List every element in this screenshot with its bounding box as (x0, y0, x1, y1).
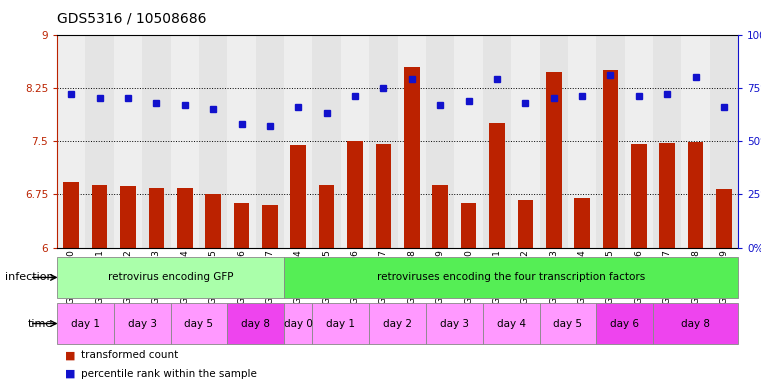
Bar (319, 185, 335, 248)
Text: day 6: day 6 (610, 318, 639, 329)
Text: day 0: day 0 (284, 318, 313, 329)
Text: day 8: day 8 (681, 318, 710, 329)
Text: transformed count: transformed count (81, 350, 179, 360)
Bar (291, 146, 306, 248)
Text: day 5: day 5 (553, 318, 582, 329)
Bar (426, 303, 482, 344)
Bar (710, 35, 738, 248)
Bar (568, 35, 597, 248)
Bar (376, 144, 391, 248)
Text: day 2: day 2 (383, 318, 412, 329)
Bar (482, 35, 511, 248)
Text: ■: ■ (65, 369, 75, 379)
Bar (631, 144, 647, 248)
Bar (716, 189, 732, 248)
Bar (369, 303, 426, 344)
Bar (625, 35, 653, 248)
Text: day 8: day 8 (241, 318, 270, 329)
Text: retrovirus encoding GFP: retrovirus encoding GFP (108, 272, 234, 283)
Bar (369, 35, 397, 248)
Text: day 1: day 1 (71, 318, 100, 329)
Bar (284, 303, 313, 344)
Bar (170, 303, 228, 344)
Text: infection: infection (5, 272, 53, 283)
Bar (460, 203, 476, 248)
Bar (228, 303, 284, 344)
Bar (114, 35, 142, 248)
Text: time: time (28, 318, 53, 329)
Bar (653, 35, 681, 248)
Bar (148, 188, 164, 248)
Bar (284, 257, 738, 298)
Bar (284, 35, 313, 248)
Bar (511, 35, 540, 248)
Bar (597, 303, 653, 344)
Bar (575, 198, 590, 248)
Bar (341, 35, 369, 248)
Bar (688, 142, 703, 248)
Text: retroviruses encoding the four transcription factors: retroviruses encoding the four transcrip… (377, 272, 645, 283)
Bar (170, 35, 199, 248)
Bar (262, 205, 278, 248)
Bar (234, 203, 250, 248)
Bar (199, 35, 228, 248)
Bar (653, 303, 738, 344)
Text: ■: ■ (65, 350, 75, 360)
Bar (313, 303, 369, 344)
Bar (256, 35, 284, 248)
Bar (63, 182, 79, 248)
Bar (603, 70, 618, 248)
Bar (482, 303, 540, 344)
Bar (660, 143, 675, 248)
Bar (57, 303, 114, 344)
Bar (177, 188, 193, 248)
Bar (57, 35, 85, 248)
Bar (432, 185, 448, 248)
Bar (426, 35, 454, 248)
Bar (546, 72, 562, 248)
Bar (57, 257, 284, 298)
Text: day 4: day 4 (497, 318, 526, 329)
Bar (205, 194, 221, 248)
Bar (85, 35, 114, 248)
Bar (454, 35, 482, 248)
Text: day 3: day 3 (440, 318, 469, 329)
Bar (540, 303, 597, 344)
Bar (404, 66, 419, 248)
Bar (489, 123, 505, 248)
Bar (114, 303, 170, 344)
Bar (228, 35, 256, 248)
Bar (540, 35, 568, 248)
Bar (681, 35, 710, 248)
Bar (517, 200, 533, 248)
Text: day 3: day 3 (128, 318, 157, 329)
Bar (92, 185, 107, 248)
Bar (313, 35, 341, 248)
Text: day 5: day 5 (184, 318, 214, 329)
Bar (347, 141, 363, 248)
Bar (142, 35, 170, 248)
Text: GDS5316 / 10508686: GDS5316 / 10508686 (57, 12, 206, 25)
Text: day 1: day 1 (326, 318, 355, 329)
Text: percentile rank within the sample: percentile rank within the sample (81, 369, 257, 379)
Bar (397, 35, 426, 248)
Bar (120, 186, 135, 248)
Bar (597, 35, 625, 248)
